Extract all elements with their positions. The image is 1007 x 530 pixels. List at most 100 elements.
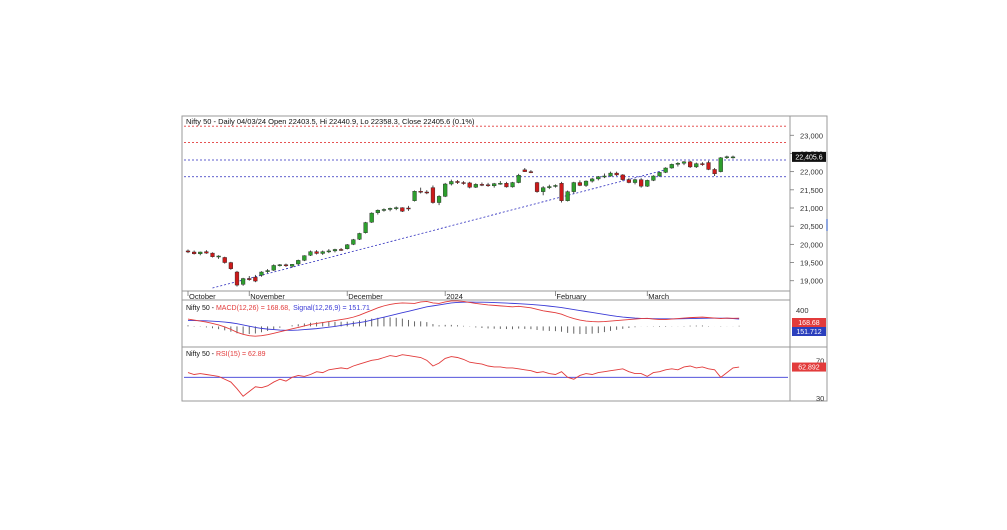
price-title: Nifty 50 - Daily 04/03/24 Open 22403.5, …: [186, 117, 475, 126]
rsi-value-box: [792, 362, 826, 372]
candle-body: [283, 264, 289, 267]
candle-body: [222, 257, 227, 263]
candle-body: [614, 172, 619, 176]
price-hlines: [184, 125, 788, 178]
macd-value-label: 168.68: [798, 320, 820, 327]
candle-body: [253, 276, 258, 282]
candle-body: [204, 251, 209, 254]
candle-body: [663, 167, 668, 173]
rsi-polyline: [187, 354, 740, 397]
price-tick-label: 20,000: [800, 240, 823, 249]
candle-body: [492, 183, 497, 187]
month-label: November: [250, 292, 285, 301]
candle-body: [553, 185, 558, 187]
macd-title-signal: Signal(12,26,9) = 151.71: [293, 305, 370, 312]
price-tick-label: 21,500: [800, 186, 823, 195]
candle-body: [363, 222, 368, 233]
month-label: October: [189, 292, 216, 301]
candle-body: [688, 161, 693, 168]
macd-histogram: [187, 317, 740, 335]
candle-body: [216, 255, 221, 258]
candle-body: [357, 233, 362, 240]
candle-body: [430, 187, 436, 203]
price-candles: [185, 155, 736, 287]
candle-body: [210, 252, 215, 257]
price-tick-label: 20,500: [800, 222, 823, 231]
candle-body: [504, 183, 509, 188]
candle-body: [192, 251, 197, 255]
candle-body: [473, 184, 478, 188]
candle-body: [369, 212, 374, 223]
candle-body: [608, 172, 613, 177]
month-label: February: [556, 292, 586, 301]
rsi-tick-label: 70: [816, 356, 824, 365]
candle-body: [577, 182, 583, 186]
price-tick-label: 19,500: [800, 259, 823, 268]
candle-body: [651, 175, 656, 181]
candle-body: [265, 270, 270, 272]
candle-body: [241, 278, 246, 285]
macd-title: Nifty 50 - MACD(12,26) = 168.68, Signal(1…: [186, 305, 370, 312]
price-tick-label: 23,000: [800, 131, 823, 140]
candle-body: [424, 191, 429, 194]
candle-body: [302, 255, 307, 261]
candle-body: [418, 191, 423, 193]
candle-body: [461, 182, 466, 184]
candle-body: [467, 182, 472, 188]
candle-body: [706, 162, 711, 170]
macd-title-prefix: Nifty 50 -: [186, 305, 216, 312]
rsi-title-value: RSI(15) = 62.89: [216, 351, 266, 358]
candle-body: [308, 251, 313, 256]
rsi-value-label: 62.892: [798, 365, 820, 372]
chart-frame: [181, 115, 828, 402]
rsi-title: Nifty 50 - RSI(15) = 62.89: [186, 351, 266, 358]
rsi-value-tag: 62.892: [792, 362, 826, 372]
candle-body: [485, 184, 491, 187]
candle-body: [326, 250, 331, 253]
candle-body: [522, 169, 527, 172]
candle-body: [296, 260, 301, 265]
candle-body: [412, 191, 417, 201]
candle-body: [185, 250, 191, 253]
signal-value-label: 151.712: [796, 329, 821, 336]
candle-body: [516, 175, 521, 183]
candle-body: [657, 172, 662, 177]
last-price-box: [792, 151, 826, 162]
candle-body: [338, 249, 344, 251]
candle-body: [700, 163, 705, 165]
candle-body: [626, 179, 631, 183]
candle-body: [547, 186, 552, 188]
candle-body: [198, 251, 203, 255]
candle-body: [271, 265, 276, 271]
rsi-tick-label: 30: [816, 394, 824, 403]
candle-body: [436, 196, 442, 203]
candle-body: [228, 262, 233, 269]
candle-body: [351, 239, 356, 245]
macd-value-box: [792, 318, 826, 327]
candle-body: [712, 169, 717, 175]
macd-value-tags: 168.68 151.712: [792, 318, 826, 336]
macd-y-tick-400: 400: [796, 306, 809, 315]
signal-value-box: [792, 327, 826, 336]
candle-body: [443, 183, 448, 197]
candle-body: [596, 176, 601, 180]
candle-body: [565, 191, 570, 201]
candle-body: [332, 249, 338, 252]
candle-body: [234, 271, 240, 286]
candle-body: [510, 182, 515, 188]
candle-body: [620, 174, 625, 180]
candle-body: [345, 244, 350, 249]
month-labels: October November December 2024 February March: [187, 291, 669, 301]
candle-body: [645, 180, 650, 187]
candle-body: [590, 178, 595, 182]
candle-body: [639, 179, 644, 187]
rsi-y-ticks: 70 30: [816, 356, 824, 403]
candle-body: [675, 163, 680, 165]
candle-body: [583, 180, 589, 186]
candle-body: [718, 157, 723, 172]
month-label: December: [348, 292, 383, 301]
candle-body: [314, 251, 319, 254]
candle-body: [387, 208, 393, 210]
last-price-tag: 22,405.6: [792, 151, 826, 162]
